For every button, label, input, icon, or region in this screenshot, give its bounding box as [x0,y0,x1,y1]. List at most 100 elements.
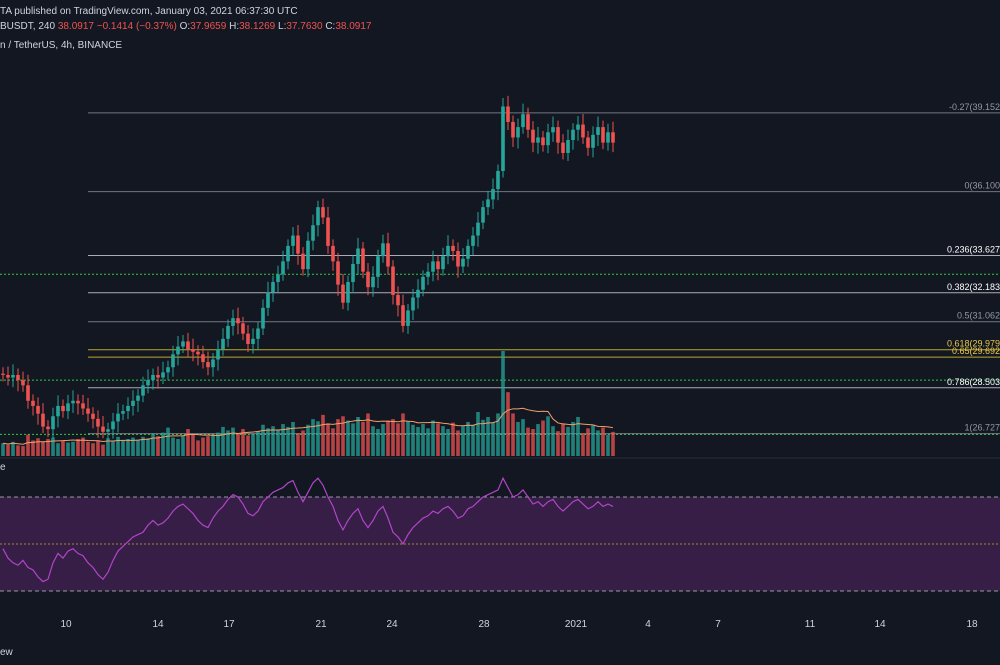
candle-body [496,171,500,190]
legend-close: 38.0917 [335,21,372,32]
legend-close-label: C: [325,21,336,32]
candle-body [601,127,605,143]
volume-bar [516,421,520,456]
volume-bar [211,434,215,456]
candle-body [411,297,415,311]
candle-body [466,245,470,259]
volume-bar [356,416,360,456]
volume-bar [41,441,45,456]
x-axis-tick: 21 [315,619,327,630]
x-axis-tick: 10 [60,619,72,630]
candle-body [591,134,595,148]
volume-bar [301,430,305,456]
candle-body [426,271,430,277]
volume-bar [306,424,310,456]
volume-bar [111,441,115,456]
candle-body [556,127,560,143]
candle-body [6,374,10,378]
volume-bar [521,419,525,456]
volume-bar [391,419,395,456]
volume-bar [221,426,225,456]
x-axis-tick: 17 [223,619,235,630]
volume-bar [191,434,195,456]
volume-bar [436,423,440,456]
volume-bar [126,438,130,456]
candle-body [481,207,485,223]
volume-bar [61,440,65,456]
candle-body [551,127,555,133]
candle-body [571,129,575,141]
candle-body [471,235,475,246]
volume-bar [46,438,50,456]
candle-body [181,341,185,347]
volume-bar [291,421,295,456]
candle-body [396,294,400,306]
volume-bar [251,434,255,456]
candle-body [306,240,310,270]
volume-bar [261,424,265,456]
candle-body [606,132,610,143]
candle-body [196,351,200,355]
volume-bar [11,441,15,456]
fib-label: 0.382(32.183 [947,282,1000,292]
volume-bar [341,416,345,456]
volume-bar [336,419,340,456]
volume-bar [351,423,355,456]
candle-body [371,276,375,288]
volume-bar [416,426,420,456]
candle-body [231,318,235,326]
candle-body [586,137,590,148]
volume-bar [311,419,315,456]
candle-body [531,129,535,143]
volume-bar [141,436,145,456]
volume-bar [456,430,460,456]
volume-bar [466,421,470,456]
volume-bar [526,427,530,456]
legend-high-label: H: [229,21,240,32]
candle-body [161,372,165,378]
volume-bar [376,429,380,456]
volume-bar [31,440,35,456]
candle-body [406,310,410,326]
candle-body [121,411,125,414]
volume-bar [441,426,445,456]
candle-body [26,385,30,401]
fib-label: 0.236(33.627 [947,245,1000,255]
volume-bar [371,426,375,456]
volume-ma-line [2,407,614,445]
fib-label: 1(26.727 [964,423,1000,433]
volume-bar [71,441,75,456]
volume-bar [446,429,450,456]
volume-bar [591,424,595,456]
volume-bar [611,431,615,456]
candle-body [261,307,265,329]
candle-body [171,354,175,368]
volume-bar [76,438,80,456]
ohlc-legend: BUSDT, 240 38.0917 −0.1414 (−0.37%) O:37… [0,21,371,32]
volume-bar [96,440,100,456]
candle-body [491,189,495,200]
candle-body [356,248,360,264]
candle-body [526,114,530,130]
fib-label: 0.786(28.503 [947,377,1000,387]
candle-body [376,256,380,277]
volume-bar [491,422,495,456]
x-axis-tick: 14 [874,619,886,630]
legend-high: 38.1269 [239,21,276,32]
volume-bar [571,421,575,456]
volume-bar [146,438,150,456]
volume-bar [326,423,330,456]
volume-bar [286,426,290,456]
candle-body [576,124,580,130]
candle-body [341,284,345,303]
x-axis-tick: 7 [715,619,721,630]
volume-bar [496,413,500,456]
candle-body [431,261,435,272]
candle-body [241,323,245,334]
x-axis-tick: 14 [152,619,164,630]
candle-body [451,245,455,252]
volume-bar [6,444,10,456]
candle-body [506,106,510,122]
